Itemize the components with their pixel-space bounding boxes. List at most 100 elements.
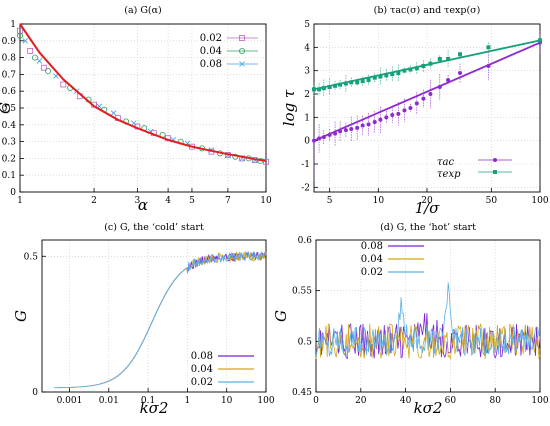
y-axis-label: G	[272, 310, 290, 322]
x-tick-label: 0.01	[99, 396, 119, 406]
legend-label: 0.08	[361, 241, 383, 252]
data-point	[486, 64, 491, 68]
y-tick-label: 0.6	[2, 87, 17, 97]
y-tick-label: 0.45	[292, 388, 312, 398]
x-tick-label: 10	[373, 196, 385, 206]
data-point	[402, 108, 407, 113]
data-point	[366, 78, 371, 82]
data-point	[457, 52, 462, 57]
y-tick-label: -1	[301, 160, 310, 170]
y-tick-label: 0.6	[298, 236, 313, 246]
data-point	[378, 117, 383, 122]
data-point	[321, 86, 326, 91]
data-point	[402, 68, 407, 73]
data-point	[327, 132, 332, 137]
series-line	[99, 251, 267, 385]
chart-title: (c) G, the ‘cold’ start	[104, 222, 204, 233]
y-tick-label: 0.55	[292, 287, 312, 297]
x-axis-label: 1/σ	[415, 199, 441, 217]
x-tick-label: 7	[225, 196, 231, 206]
panel-a: (a) G(α) 1 2 3 4 5 7 10 0 0.1 0.2 0.3 0.4 0.5 0.6 0.7 0.…	[0, 5, 272, 214]
legend-label: τexp	[437, 169, 461, 180]
data-point	[343, 81, 348, 86]
data-point	[327, 85, 332, 89]
chart-title: (b) τac(σ) and τexp(σ)	[374, 5, 481, 16]
data-point	[457, 71, 462, 75]
y-axis-label: G	[0, 102, 14, 114]
x-axis-label: α	[138, 196, 148, 214]
y-tick-label: 0.1	[2, 171, 16, 181]
chart-title: (a) G(α)	[124, 5, 162, 16]
y-tick-label: 0.5	[298, 337, 313, 347]
data-point	[408, 67, 413, 72]
data-point	[437, 57, 442, 61]
y-tick-label: 4	[304, 43, 310, 53]
y-axis-label: G	[12, 310, 30, 322]
x-tick-label: 20	[355, 396, 367, 406]
data-point	[396, 111, 401, 116]
data-point	[390, 113, 395, 117]
legend-label: 0.04	[191, 364, 213, 375]
y-tick-label: 1	[304, 113, 310, 123]
y-tick-label: 5	[304, 20, 310, 30]
series-line	[315, 323, 541, 361]
x-tick-label: 40	[400, 396, 412, 406]
legend-label: 0.02	[361, 267, 383, 278]
legend-marker	[238, 48, 245, 55]
data-point	[421, 96, 426, 101]
data-point	[355, 80, 360, 85]
data-point	[45, 68, 52, 75]
y-tick-label: 0	[10, 188, 16, 198]
data-point	[349, 80, 354, 85]
data-point	[110, 110, 117, 116]
x-tick-label: 4	[165, 196, 171, 206]
data-point	[36, 58, 43, 64]
data-point	[414, 66, 419, 71]
data-point	[372, 75, 377, 80]
data-point	[360, 79, 365, 84]
legend-label: 0.08	[200, 59, 222, 70]
y-tick-label: 0	[304, 137, 310, 147]
data-point	[446, 57, 451, 61]
x-tick-label: 3	[135, 196, 141, 206]
legend-label: τac	[437, 157, 454, 168]
data-point	[372, 120, 377, 124]
legend-marker	[239, 35, 245, 41]
y-tick-label: 0.5	[24, 252, 39, 262]
legend-label: 0.04	[200, 46, 222, 57]
data-point	[408, 106, 413, 110]
data-point	[437, 85, 442, 89]
x-tick-label: 5	[189, 196, 195, 206]
data-point	[421, 64, 426, 68]
x-axis-label: kσ2	[140, 399, 169, 417]
legend-marker	[493, 158, 497, 162]
x-tick-label: 0.001	[57, 396, 83, 406]
data-point	[40, 64, 47, 71]
data-point	[31, 54, 38, 61]
y-tick-label: 0.5	[2, 104, 17, 114]
data-point	[360, 123, 365, 128]
data-point	[486, 45, 491, 50]
x-tick-label: 10	[221, 396, 233, 406]
y-tick-label: 0	[32, 388, 38, 398]
y-tick-label: 2	[304, 90, 310, 100]
data-point	[130, 120, 137, 126]
y-axis-label: log τ	[280, 89, 298, 126]
panel-c: (c) G, the ‘cold’ start 0.001 0.01 0.1 1 10 10…	[12, 222, 275, 417]
data-point	[317, 87, 322, 92]
x-tick-label: 100	[531, 196, 548, 206]
legend-label: 0.02	[200, 33, 222, 44]
legend-marker	[239, 61, 245, 67]
y-tick-label: 3	[304, 67, 310, 77]
y-tick-label: 0.2	[2, 154, 16, 164]
x-tick-label: 2	[91, 196, 97, 206]
legend-label: 0.04	[361, 254, 383, 265]
data-point	[396, 71, 401, 75]
series-line	[315, 282, 541, 357]
data-point	[312, 87, 316, 92]
plot-frame	[41, 239, 267, 393]
x-tick-label: 5	[327, 196, 333, 206]
x-tick-label: 100	[257, 396, 274, 406]
data-point	[384, 115, 389, 120]
